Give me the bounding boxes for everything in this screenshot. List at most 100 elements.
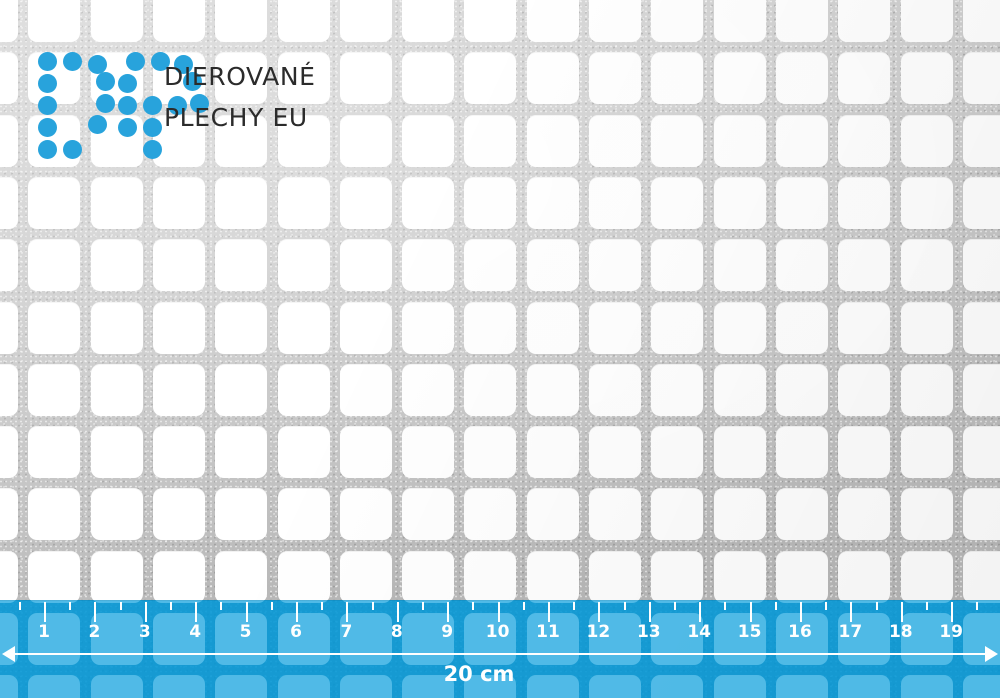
logo-dot-d — [96, 72, 115, 91]
perforation-hole — [838, 239, 890, 291]
perforation-hole — [838, 302, 890, 354]
perforation-hole — [776, 426, 828, 478]
perforation-hole — [0, 239, 18, 291]
perforation-hole — [838, 115, 890, 167]
scale-ruler: 1 2 3 4 5 6 7 8 9 10 11 12 13 14 15 16 17 18 19 20 cm — [0, 600, 1000, 698]
perforation-hole-through-ruler — [402, 600, 454, 603]
perforation-hole — [402, 52, 454, 104]
ruler-tick-label: 8 — [390, 622, 403, 642]
ruler-tick-label: 14 — [687, 622, 712, 642]
ruler-tick-label: 13 — [636, 622, 661, 642]
perforation-hole — [0, 364, 18, 416]
logo-dot-d — [88, 55, 107, 74]
perforation-hole-through-ruler — [776, 675, 828, 698]
logo-dot-p — [168, 96, 187, 115]
perforation-hole — [402, 364, 454, 416]
logo-dot-d — [38, 140, 57, 159]
logo-dot-p — [118, 74, 137, 93]
ruler-minor-tick — [623, 602, 626, 610]
perforation-hole — [215, 0, 267, 42]
perforation-hole — [278, 239, 330, 291]
ruler-tick-label: 1 — [38, 622, 50, 642]
scale-total-length-label: 20 cm — [443, 662, 515, 686]
ruler-minor-tick — [674, 602, 676, 610]
perforation-hole — [651, 52, 703, 104]
perforation-hole — [28, 551, 80, 603]
perforation-hole — [0, 177, 18, 229]
ruler-major-tick — [699, 602, 702, 622]
perforation-hole — [963, 0, 1000, 42]
perforation-hole — [402, 551, 454, 603]
ruler-tick-label: 2 — [88, 622, 101, 642]
perforation-hole — [901, 302, 953, 354]
perforation-hole — [527, 115, 579, 167]
perforation-hole — [651, 239, 703, 291]
perforation-hole — [714, 426, 766, 478]
ruler-major-tick — [749, 602, 752, 622]
ruler-minor-tick — [220, 602, 223, 610]
perforation-hole — [651, 364, 703, 416]
perforation-hole — [651, 115, 703, 167]
perforation-hole — [838, 364, 890, 416]
perforation-hole — [589, 551, 641, 603]
perforation-hole — [278, 177, 330, 229]
ruler-major-tick — [245, 602, 248, 622]
perforation-hole — [963, 364, 1000, 416]
logo-dot-d — [38, 52, 57, 71]
perforation-hole — [589, 488, 641, 540]
perforation-hole-through-ruler — [963, 675, 1000, 698]
logo-wordmark: DIEROVANÉ PLECHY EU — [164, 56, 316, 138]
perforation-hole — [153, 302, 205, 354]
perforation-hole — [963, 239, 1000, 291]
logo-dot-d — [96, 94, 115, 113]
perforation-hole-through-ruler — [527, 675, 579, 698]
perforation-hole-through-ruler — [0, 600, 18, 603]
ruler-minor-tick — [926, 602, 928, 610]
perforation-hole — [651, 551, 703, 603]
perforation-hole — [963, 426, 1000, 478]
perforation-hole-through-ruler — [28, 675, 80, 698]
perforation-hole-through-ruler — [651, 600, 703, 603]
perforation-hole — [402, 426, 454, 478]
perforation-hole — [402, 488, 454, 540]
perforation-hole — [776, 177, 828, 229]
ruler-tick-label: 9 — [441, 622, 454, 642]
ruler-minor-tick — [371, 602, 374, 610]
perforation-hole — [527, 426, 579, 478]
perforation-hole — [464, 239, 516, 291]
perforation-hole — [838, 0, 890, 42]
perforation-hole — [714, 52, 766, 104]
ruler-minor-tick — [170, 602, 172, 610]
ruler-minor-tick — [724, 602, 727, 610]
perforation-hole-through-ruler — [278, 675, 330, 698]
perforation-hole — [527, 177, 579, 229]
perforation-hole-through-ruler — [28, 600, 80, 603]
ruler-major-tick — [346, 602, 349, 622]
perforation-hole — [776, 551, 828, 603]
perforation-hole — [589, 177, 641, 229]
ruler-tick-label: 18 — [888, 622, 913, 642]
perforation-hole — [28, 177, 80, 229]
perforation-hole — [901, 488, 953, 540]
perforation-hole — [527, 302, 579, 354]
perforation-hole — [651, 426, 703, 478]
perforation-hole — [402, 0, 454, 42]
perforation-hole — [651, 0, 703, 42]
perforation-hole — [91, 488, 143, 540]
perforation-hole — [153, 551, 205, 603]
perforation-hole — [714, 0, 766, 42]
perforation-hole — [0, 488, 18, 540]
perforation-hole — [464, 551, 516, 603]
perforation-hole — [340, 551, 392, 603]
ruler-major-tick — [497, 602, 500, 622]
perforation-hole — [464, 52, 516, 104]
perforation-hole — [153, 0, 205, 42]
scale-arrow-line — [8, 653, 992, 655]
perforation-hole — [91, 177, 143, 229]
perforation-hole — [402, 177, 454, 229]
perforation-hole — [340, 364, 392, 416]
perforation-hole-through-ruler — [153, 600, 205, 603]
logo-dot-p — [118, 96, 137, 115]
perforation-hole — [651, 488, 703, 540]
perforation-hole — [464, 488, 516, 540]
